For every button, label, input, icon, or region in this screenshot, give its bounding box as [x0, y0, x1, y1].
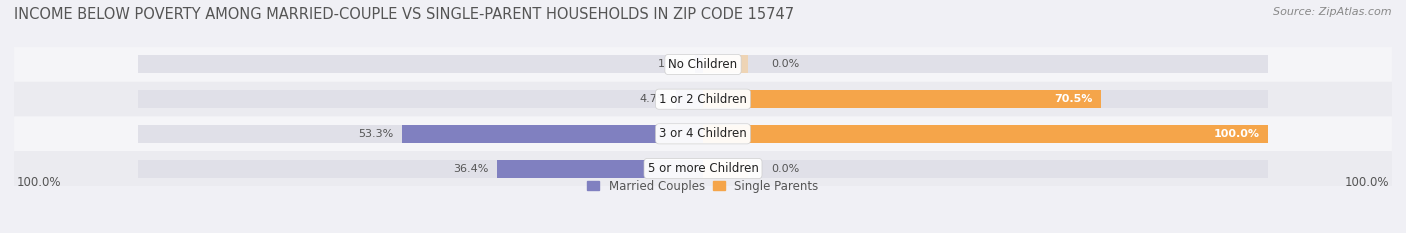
Text: 1 or 2 Children: 1 or 2 Children: [659, 93, 747, 106]
Text: 5 or more Children: 5 or more Children: [648, 162, 758, 175]
Text: INCOME BELOW POVERTY AMONG MARRIED-COUPLE VS SINGLE-PARENT HOUSEHOLDS IN ZIP COD: INCOME BELOW POVERTY AMONG MARRIED-COUPL…: [14, 7, 794, 22]
Bar: [402, 125, 703, 143]
Text: 100.0%: 100.0%: [1213, 129, 1260, 139]
Text: Source: ZipAtlas.com: Source: ZipAtlas.com: [1274, 7, 1392, 17]
Legend: Married Couples, Single Parents: Married Couples, Single Parents: [588, 180, 818, 193]
Text: 3 or 4 Children: 3 or 4 Children: [659, 127, 747, 140]
Bar: [703, 55, 1268, 73]
Bar: [703, 125, 1268, 143]
Text: 4.7%: 4.7%: [640, 94, 668, 104]
Bar: [138, 90, 703, 108]
Bar: [703, 160, 1268, 178]
FancyBboxPatch shape: [14, 116, 1392, 151]
Bar: [498, 160, 703, 178]
FancyBboxPatch shape: [14, 151, 1392, 186]
Bar: [138, 125, 703, 143]
Text: 70.5%: 70.5%: [1054, 94, 1092, 104]
Bar: [703, 90, 1101, 108]
FancyBboxPatch shape: [14, 47, 1392, 82]
Text: 0.0%: 0.0%: [770, 164, 799, 174]
Bar: [703, 160, 748, 178]
Bar: [703, 125, 1268, 143]
Bar: [695, 55, 703, 73]
Text: 100.0%: 100.0%: [17, 176, 62, 189]
Bar: [138, 160, 703, 178]
Text: No Children: No Children: [668, 58, 738, 71]
Text: 100.0%: 100.0%: [1344, 176, 1389, 189]
Bar: [138, 55, 703, 73]
Text: 36.4%: 36.4%: [454, 164, 489, 174]
Text: 0.0%: 0.0%: [770, 59, 799, 69]
Bar: [676, 90, 703, 108]
FancyBboxPatch shape: [14, 82, 1392, 116]
Bar: [703, 55, 748, 73]
Text: 53.3%: 53.3%: [359, 129, 394, 139]
Bar: [703, 90, 1268, 108]
Text: 1.5%: 1.5%: [658, 59, 686, 69]
